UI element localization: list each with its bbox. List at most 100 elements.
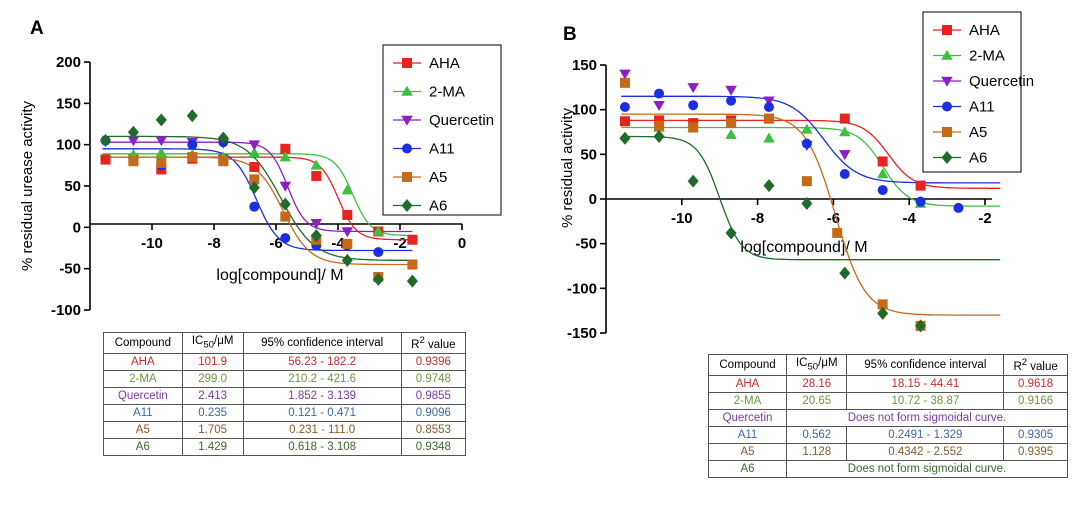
data-point-a5 <box>801 176 812 187</box>
legend-label: 2-MA <box>969 48 1005 65</box>
table-header-row: Compound IC50/μM 95% confidence interval… <box>103 332 467 354</box>
cell-r2: 0.9166 <box>1003 391 1068 410</box>
ic50-table-b: Compound IC50/μM 95% confidence interval… <box>707 354 1068 478</box>
x-tick-label: -4 <box>331 235 345 252</box>
legend-marker-a5 <box>942 127 952 137</box>
cell-ci: 18.15 - 44.41 <box>846 374 1005 393</box>
cell-r2: 0.9396 <box>400 352 467 371</box>
header-r2: R2 value <box>400 332 467 354</box>
cell-compound: A11 <box>707 425 788 444</box>
cell-ic50: 1.705 <box>181 420 244 439</box>
data-point-a6 <box>155 113 167 127</box>
data-point-a5 <box>726 118 737 129</box>
data-point-a6 <box>915 319 927 333</box>
data-point-a11 <box>280 233 291 244</box>
data-point-a11 <box>249 201 260 212</box>
x-tick-label: -10 <box>141 235 163 252</box>
cell-ic50: 2.413 <box>181 386 244 405</box>
data-point-a5 <box>249 174 260 185</box>
y-tick-label: 150 <box>572 57 597 74</box>
data-point-quercetin <box>619 69 631 80</box>
cell-ic50: 20.65 <box>786 391 848 410</box>
table-row: AHA 101.9 56.23 - 182.2 0.9396 <box>103 352 467 371</box>
data-point-a11 <box>877 185 888 196</box>
cell-compound: 2-MA <box>707 391 788 410</box>
legend-marker-a11 <box>942 101 952 112</box>
data-point-a5 <box>187 152 198 163</box>
cell-ci: 0.618 - 3.108 <box>242 437 402 456</box>
legend-label: A6 <box>969 150 987 167</box>
data-point-a5 <box>688 122 699 133</box>
cell-r2: 0.9395 <box>1003 442 1068 461</box>
cell-compound: Quercetin <box>103 386 183 405</box>
table-row: A5 1.128 0.4342 - 2.552 0.9395 <box>707 442 1068 461</box>
data-point-quercetin <box>725 85 737 96</box>
ic50-table-a: Compound IC50/μM 95% confidence interval… <box>103 332 467 456</box>
x-tick-label: -2 <box>393 235 406 252</box>
data-point-a6 <box>406 274 418 288</box>
cell-ci: 0.4342 - 2.552 <box>846 442 1005 461</box>
data-point-2-ma <box>310 159 323 170</box>
data-point-quercetin <box>341 227 354 238</box>
cell-r2: 0.9348 <box>400 437 467 456</box>
cell-ci: 0.231 - 111.0 <box>242 420 402 439</box>
data-point-2-ma <box>839 126 851 137</box>
cell-compound: A6 <box>103 437 183 456</box>
data-point-a5 <box>763 113 774 124</box>
data-point-quercetin <box>687 83 699 94</box>
data-point-a11 <box>654 88 665 99</box>
table-row: A5 1.705 0.231 - 111.0 0.8553 <box>103 420 467 439</box>
legend-marker-quercetin <box>401 115 413 126</box>
cell-r2: 0.9748 <box>400 369 467 388</box>
legend-marker-2-ma <box>401 85 413 96</box>
cell-ic50: 1.128 <box>786 442 848 461</box>
data-point-a11 <box>801 138 812 149</box>
x-tick-label: -4 <box>903 210 917 227</box>
data-point-a6 <box>801 196 813 210</box>
data-point-a6 <box>310 229 322 243</box>
data-point-a6 <box>279 197 291 211</box>
y-tick-label: -150 <box>567 325 597 342</box>
cell-ic50: 28.16 <box>786 374 848 393</box>
data-point-a5 <box>156 157 167 168</box>
header-r2: R2 value <box>1003 354 1068 376</box>
y-tick-label: 150 <box>56 95 81 112</box>
fit-curve-2-ma <box>621 126 1001 207</box>
cell-compound: A6 <box>707 459 788 478</box>
cell-ci: 1.852 - 3.139 <box>242 386 402 405</box>
data-point-a6 <box>217 131 229 145</box>
data-point-a6 <box>687 174 699 188</box>
data-point-aha <box>619 116 630 127</box>
data-point-a11 <box>726 95 737 106</box>
x-tick-label: -2 <box>978 210 991 227</box>
fit-curve-a6 <box>621 135 1001 261</box>
cell-ci: 210.2 - 421.6 <box>242 369 402 388</box>
data-point-a6 <box>372 272 384 286</box>
cell-ci: 0.121 - 0.471 <box>242 403 402 422</box>
data-point-aha <box>839 113 850 124</box>
legend-marker-quercetin <box>941 76 953 87</box>
cell-ci: 10.72 - 38.87 <box>846 391 1005 410</box>
legend-label: A5 <box>969 124 987 141</box>
data-point-quercetin <box>839 150 851 161</box>
fit-curve-quercetin <box>102 141 413 233</box>
legend-label: AHA <box>969 22 1000 39</box>
data-point-quercetin <box>763 96 775 107</box>
y-tick-label: -50 <box>59 261 81 278</box>
data-point-a6 <box>127 125 139 139</box>
y-tick-label: 100 <box>572 102 597 119</box>
data-point-quercetin <box>248 140 261 151</box>
header-ic50: IC50/μM <box>181 332 244 354</box>
header-ic50: IC50/μM <box>786 354 848 376</box>
data-point-a6 <box>877 306 889 320</box>
data-point-quercetin <box>653 100 665 111</box>
table-row: A11 0.562 0.2491 - 1.329 0.9305 <box>707 425 1068 444</box>
header-ci: 95% confidence interval <box>242 332 402 354</box>
x-tick-label: -8 <box>751 210 764 227</box>
data-point-aha <box>877 156 888 167</box>
data-point-a5 <box>218 156 229 167</box>
data-point-a6 <box>248 181 260 195</box>
legend-marker-aha <box>402 58 412 68</box>
cell-r2: 0.9618 <box>1003 374 1068 393</box>
